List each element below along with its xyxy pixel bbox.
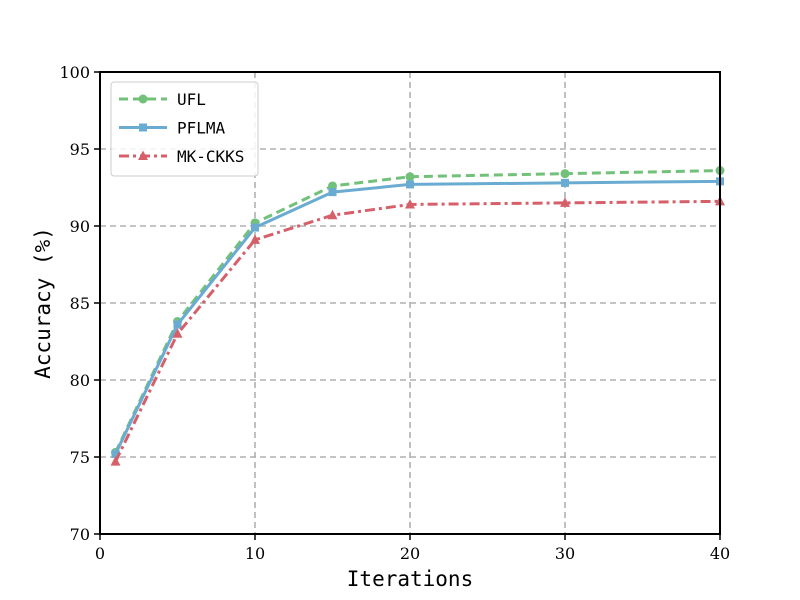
axis-ticks: 0 10 20 30 40 70 75 80 85 90 95 100: [59, 63, 730, 563]
data-point: [406, 180, 414, 189]
data-point: [405, 198, 415, 209]
legend-label: UFL: [177, 90, 206, 109]
series-pflma: [111, 177, 724, 458]
legend-marker: [139, 123, 147, 132]
series-line: [114, 169, 721, 454]
x-tick-label: 40: [710, 544, 730, 563]
series-ufl: [111, 166, 725, 457]
data-point: [560, 169, 570, 179]
series-line: [114, 199, 721, 463]
grid-lines: [100, 72, 720, 534]
data-point: [405, 172, 415, 182]
y-tick-label: 80: [70, 371, 90, 390]
legend-marker: [138, 94, 148, 104]
series-layer: [110, 166, 725, 466]
series-mk-ckks: [110, 195, 725, 466]
data-point: [173, 320, 182, 329]
data-point: [110, 456, 121, 466]
data-point: [111, 449, 120, 458]
y-tick-label: 95: [70, 140, 90, 159]
data-point: [327, 209, 338, 220]
legend-label: MK-CKKS: [177, 147, 244, 166]
legend-item: UFL: [119, 90, 206, 109]
y-tick-label: 70: [70, 525, 90, 544]
x-tick-label: 10: [245, 544, 265, 563]
data-point: [560, 197, 570, 207]
y-tick-label: 100: [59, 63, 90, 82]
y-axis-label: Accuracy (%): [31, 227, 55, 379]
legend-item: MK-CKKS: [119, 147, 244, 166]
y-tick-label: 85: [70, 294, 90, 313]
y-tick-label: 75: [70, 448, 90, 467]
legend-box: [110, 81, 259, 177]
x-tick-label: 20: [400, 544, 420, 563]
legend-item: PFLMA: [119, 119, 226, 138]
data-point: [561, 178, 569, 187]
data-point: [250, 234, 260, 244]
x-axis-label: Iterations: [347, 567, 473, 591]
legend-marker: [138, 150, 148, 160]
x-tick-label: 30: [555, 544, 575, 563]
legend-label: PFLMA: [177, 119, 226, 138]
x-tick-label: 0: [95, 544, 105, 563]
data-point: [172, 328, 183, 338]
data-point: [251, 223, 259, 232]
legend: UFL PFLMA MK-CKKS: [110, 81, 259, 177]
y-tick-label: 90: [70, 217, 90, 236]
series-line: [114, 179, 721, 455]
data-point: [328, 188, 337, 197]
